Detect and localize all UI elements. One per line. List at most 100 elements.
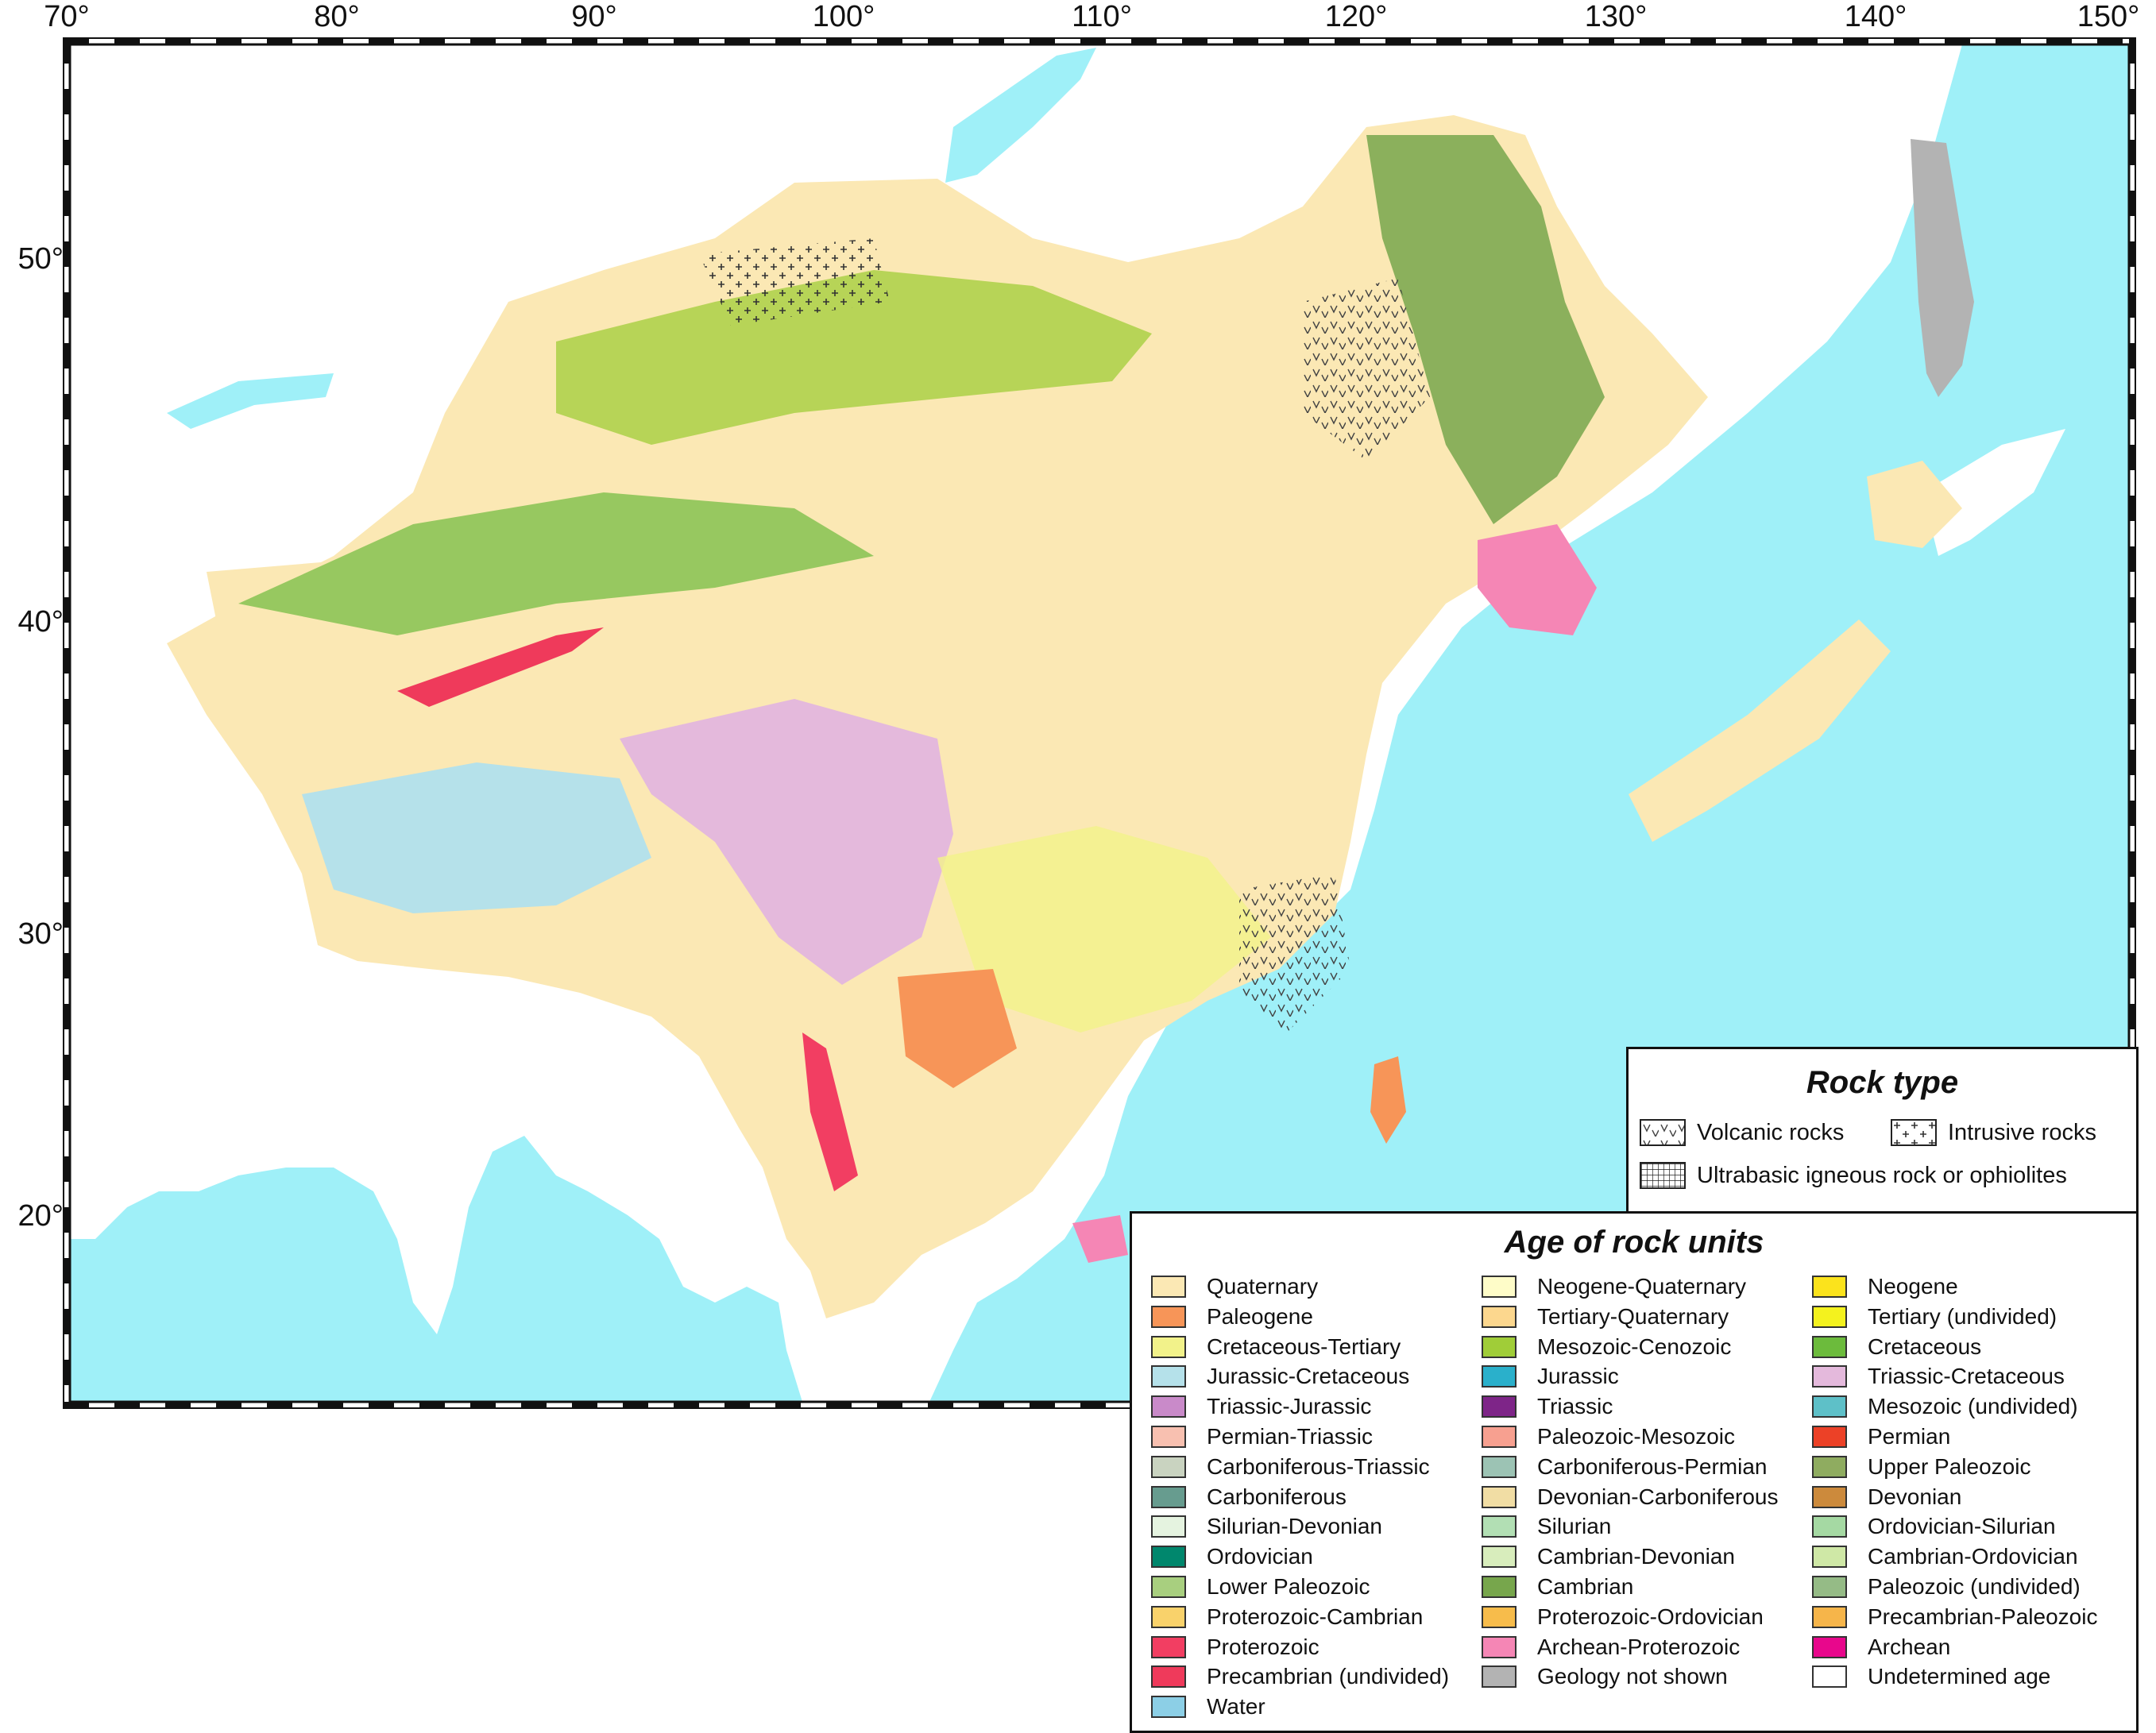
- age-legend-label: Ordovician: [1207, 1544, 1313, 1569]
- rock-legend-title: Rock type: [1806, 1065, 1959, 1100]
- unit-cretaceous-band: [238, 492, 874, 635]
- frame-tick: [64, 1258, 70, 1283]
- frame-tick: [2129, 191, 2135, 216]
- volcanic-pattern-icon: [1640, 1119, 1686, 1146]
- frame-tick: [572, 38, 597, 44]
- frame-tick: [1792, 38, 1818, 44]
- age-legend-item: Cretaceous: [1812, 1333, 1981, 1361]
- age-legend-label: Water: [1207, 1694, 1265, 1719]
- color-swatch: [1812, 1276, 1847, 1298]
- age-legend-label: Triassic: [1537, 1394, 1613, 1419]
- frame-tick: [1182, 38, 1207, 44]
- age-legend-item: Quaternary: [1151, 1272, 1318, 1301]
- frame-tick: [64, 140, 70, 165]
- frame-tick: [877, 38, 902, 44]
- frame-tick: [979, 1402, 1004, 1408]
- age-legend-label: Devonian-Carboniferous: [1537, 1484, 1779, 1509]
- age-legend-item: Ordovician-Silurian: [1812, 1512, 2056, 1541]
- frame-tick: [1996, 38, 2021, 44]
- frame-tick: [267, 1402, 292, 1408]
- frame-tick: [1233, 38, 1258, 44]
- age-legend-label: Cambrian-Devonian: [1537, 1544, 1736, 1569]
- color-swatch: [1151, 1515, 1186, 1538]
- age-legend-label: Proterozoic: [1207, 1634, 1319, 1659]
- lat-label-50: 50°: [17, 242, 64, 276]
- frame-tick: [2129, 902, 2135, 928]
- age-legend-label: Lower Paleozoic: [1207, 1574, 1370, 1599]
- age-legend-item: Triassic-Cretaceous: [1812, 1362, 2065, 1391]
- age-legend-item: Neogene: [1812, 1272, 1958, 1301]
- age-legend-item: Paleozoic (undivided): [1812, 1573, 2081, 1601]
- color-swatch: [1812, 1546, 1847, 1569]
- frame-tick: [64, 851, 70, 877]
- age-legend-label: Paleogene: [1207, 1303, 1313, 1329]
- unit-taiwan: [1370, 1056, 1406, 1144]
- age-legend-item: Archean-Proterozoic: [1482, 1633, 1740, 1662]
- color-swatch: [1482, 1485, 1517, 1508]
- frame-tick: [1030, 1402, 1055, 1408]
- frame-tick: [64, 496, 70, 521]
- frame-tick: [877, 1402, 902, 1408]
- frame-tick: [928, 1402, 953, 1408]
- age-legend-label: Archean-Proterozoic: [1537, 1634, 1741, 1659]
- frame-tick: [2046, 38, 2072, 44]
- age-legend-item: Undetermined age: [1812, 1662, 2050, 1691]
- color-swatch: [1812, 1635, 1847, 1658]
- frame-tick: [2129, 750, 2135, 775]
- age-legend-label: Neogene-Quaternary: [1537, 1274, 1747, 1299]
- color-swatch: [1482, 1365, 1517, 1388]
- frame-tick: [369, 38, 394, 44]
- frame-tick: [572, 1402, 597, 1408]
- frame-tick: [1640, 38, 1665, 44]
- unit-mesozoic-north: [556, 270, 1152, 445]
- frame-tick: [64, 38, 70, 64]
- color-swatch: [1482, 1276, 1517, 1298]
- color-swatch: [1482, 1635, 1517, 1658]
- frame-tick: [1741, 38, 1767, 44]
- frame-tick: [2129, 1004, 2135, 1029]
- frame-tick: [674, 1402, 699, 1408]
- lake-balkhash: [167, 373, 334, 429]
- age-legend-item: Paleogene: [1151, 1303, 1313, 1331]
- frame-tick: [267, 38, 292, 44]
- frame-tick: [470, 38, 496, 44]
- age-legend-item: Carboniferous-Triassic: [1151, 1453, 1430, 1481]
- age-legend-label: Proterozoic-Ordovician: [1537, 1604, 1764, 1629]
- frame-tick: [64, 1360, 70, 1385]
- age-legend-label: Precambrian (undivided): [1207, 1664, 1450, 1689]
- unit-volcanic-ne: [1303, 278, 1430, 461]
- frame-tick: [1080, 1402, 1106, 1408]
- unit-kunlun-proterozoic: [397, 627, 604, 707]
- frame-tick: [724, 1402, 750, 1408]
- color-swatch: [1482, 1305, 1517, 1328]
- frame-tick: [64, 1156, 70, 1182]
- age-legend-label: Precambrian-Paleozoic: [1868, 1604, 2098, 1629]
- frame-tick: [64, 191, 70, 216]
- age-legend-label: Geology not shown: [1537, 1664, 1728, 1689]
- color-swatch: [1151, 1635, 1186, 1658]
- frame-tick: [470, 1402, 496, 1408]
- frame-tick: [64, 801, 70, 826]
- frame-tick: [64, 445, 70, 470]
- age-legend-label: Jurassic: [1537, 1364, 1619, 1389]
- ultrabasic-pattern-icon: [1640, 1162, 1686, 1189]
- legend-item-ultrabasic: Ultrabasic igneous rock or ophiolites: [1640, 1162, 2067, 1189]
- frame-tick: [674, 38, 699, 44]
- frame-tick: [1284, 38, 1309, 44]
- frame-tick: [64, 38, 89, 44]
- color-swatch: [1482, 1395, 1517, 1418]
- age-legend-label: Jurassic-Cretaceous: [1207, 1364, 1410, 1389]
- age-legend-label: Carboniferous-Permian: [1537, 1453, 1768, 1479]
- color-swatch: [1151, 1276, 1186, 1298]
- frame-tick: [64, 1106, 70, 1131]
- age-legend-label: Cretaceous: [1868, 1334, 1982, 1359]
- age-legend-item: Tertiary-Quaternary: [1482, 1303, 1729, 1331]
- age-legend-title: Age of rock units: [1504, 1225, 1764, 1260]
- age-legend-label: Upper Paleozoic: [1868, 1453, 2031, 1479]
- lon-label-100: 100°: [812, 0, 875, 33]
- frame-tick: [64, 1004, 70, 1029]
- lon-label-80: 80°: [314, 0, 360, 33]
- frame-tick: [2129, 292, 2135, 318]
- age-legend-item: Geology not shown: [1482, 1662, 1728, 1691]
- frame-tick: [64, 953, 70, 978]
